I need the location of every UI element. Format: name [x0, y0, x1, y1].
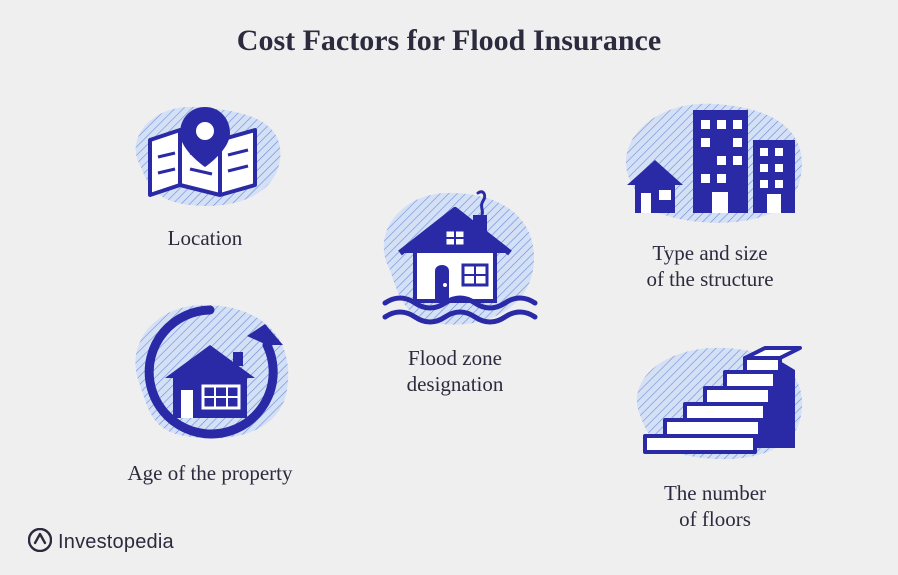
factor-flood-zone: Flood zone designation — [360, 175, 550, 398]
factor-floors-label: The number of floors — [610, 480, 820, 533]
factor-location-label: Location — [110, 225, 300, 251]
factor-flood-zone-label: Flood zone designation — [360, 345, 550, 398]
map-pin-icon — [120, 95, 290, 215]
label-line: of floors — [679, 507, 751, 531]
brand-text: Investopedia — [58, 531, 174, 554]
buildings-icon — [605, 90, 815, 230]
factor-age: Age of the property — [100, 290, 320, 486]
infographic-canvas: Cost Factors for Flood Insurance — [0, 0, 898, 575]
factor-structure: Type and size of the structure — [600, 90, 820, 293]
factor-location: Location — [110, 95, 300, 251]
factor-age-label: Age of the property — [100, 460, 320, 486]
factor-floors: The number of floors — [610, 330, 820, 533]
label-line: designation — [407, 372, 504, 396]
flooded-house-icon — [365, 175, 545, 335]
page-title: Cost Factors for Flood Insurance — [0, 24, 898, 58]
label-line: The number — [664, 481, 766, 505]
brand: Investopedia — [28, 528, 174, 557]
house-cycle-icon — [115, 290, 305, 450]
label-line: of the structure — [646, 267, 773, 291]
label-line: Flood zone — [408, 346, 502, 370]
stairs-icon — [615, 330, 815, 470]
factor-structure-label: Type and size of the structure — [600, 240, 820, 293]
label-line: Type and size — [652, 241, 767, 265]
investopedia-logo-icon — [28, 528, 52, 557]
